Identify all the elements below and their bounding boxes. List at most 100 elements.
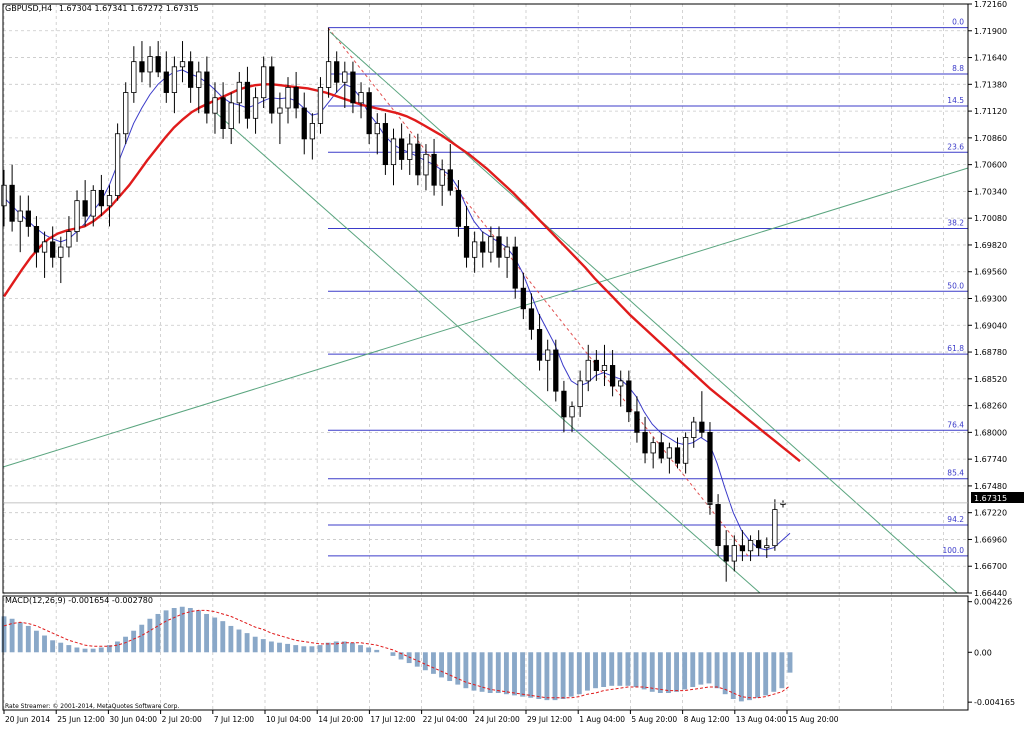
- x-tick-label: 30 Jun 04:00: [109, 715, 157, 724]
- candle-body: [106, 195, 113, 207]
- candle-body: [707, 431, 713, 505]
- fibo-level-label: 8.8: [952, 64, 964, 73]
- candle-body: [634, 411, 640, 433]
- channel-lower-line: [214, 111, 761, 594]
- x-tick-label: 13 Aug 04:00: [736, 715, 787, 724]
- candle-body: [285, 87, 291, 109]
- candle-body: [561, 390, 567, 418]
- x-tick-label: 22 Jul 04:00: [423, 715, 468, 724]
- candle-body: [447, 169, 453, 191]
- y-tick-label: 1.66440: [974, 589, 1007, 598]
- candle-body: [496, 236, 502, 258]
- candle-body: [204, 71, 210, 114]
- axes: 1.72160 1.71900 1.71640 1.71380 1.71120 1.708…: [2, 0, 1015, 724]
- y-tick-label: 1.67740: [974, 455, 1007, 464]
- x-tick-label: 24 Jul 20:00: [475, 715, 520, 724]
- candle-body: [398, 138, 405, 160]
- candle-body: [747, 540, 754, 552]
- x-tick-label: 5 Aug 20:00: [631, 715, 677, 724]
- y-tick-label: 1.66700: [974, 562, 1007, 571]
- candle-body: [171, 66, 178, 93]
- candles: [1, 27, 786, 582]
- candle-body: [261, 66, 267, 99]
- candle-body: [723, 545, 729, 562]
- candle-body: [488, 236, 494, 253]
- fibo-level-label: 23.6: [947, 142, 964, 151]
- candle-body: [674, 447, 681, 464]
- candle-body: [82, 200, 88, 217]
- candle-body: [601, 365, 608, 371]
- rising-trendline: [2, 167, 969, 468]
- candle-body: [545, 349, 551, 361]
- y-tick-label: 1.70860: [974, 134, 1007, 143]
- last-price-box: [971, 492, 1024, 503]
- y-tick-label: 1.67480: [974, 482, 1007, 491]
- candle-body: [682, 437, 689, 464]
- x-tick-label: 17 Jul 12:00: [370, 715, 415, 724]
- candle-body: [569, 406, 575, 418]
- candle-body: [658, 442, 664, 459]
- symbol-label: GBPUSD,H4: [5, 4, 52, 13]
- x-tick-label: 14 Jul 20:00: [318, 715, 363, 724]
- macd-pane-frame: [2, 595, 969, 711]
- moving-averages: [3, 69, 801, 551]
- fibo-diagonal: [327, 27, 749, 557]
- fibo-level-label: 14.5: [947, 96, 964, 105]
- x-tick-label: 20 Jun 2014: [5, 715, 50, 724]
- candle-body: [390, 138, 397, 166]
- candle-body: [650, 442, 656, 454]
- candle-body: [699, 421, 705, 433]
- candle-body: [764, 545, 770, 549]
- candle-body: [33, 226, 40, 253]
- x-tick-label: 10 Jul 04:00: [266, 715, 311, 724]
- candle-body: [666, 447, 673, 459]
- candle-body: [334, 61, 340, 83]
- ohlc-header: 1.67304 1.67341 1.67272 1.67315: [59, 4, 199, 13]
- y-tick-label: 1.66960: [974, 535, 1007, 544]
- candle-body: [739, 545, 746, 552]
- fibonacci-retracement[interactable]: 0.0 8.8 14.5 23.6 38.2 50.0 61.8 76.4 85.4 94.2 10…: [327, 18, 968, 557]
- candle-body: [317, 87, 324, 124]
- y-tick-label: 1.70080: [974, 214, 1007, 223]
- candle-body: [577, 380, 583, 408]
- candle-body: [309, 123, 315, 140]
- y-tick-label: 1.69820: [974, 241, 1007, 250]
- candle-body: [439, 169, 445, 186]
- candle-body: [269, 66, 275, 114]
- macd-y-tick-label: 0.004226: [974, 598, 1012, 607]
- candle-body: [342, 71, 348, 83]
- candle-body: [504, 246, 510, 258]
- x-tick-label: 15 Aug 20:00: [788, 715, 839, 724]
- fibo-level-label: 61.8: [947, 344, 964, 353]
- candle-body: [25, 210, 31, 227]
- candle-body: [382, 123, 389, 166]
- fibo-level-label: 85.4: [947, 469, 964, 478]
- y-tick-label: 1.70340: [974, 187, 1007, 196]
- candle-body: [431, 153, 437, 186]
- candle-body: [244, 81, 251, 119]
- candle-body: [236, 81, 242, 104]
- candle-body: [74, 200, 80, 232]
- candle-body: [407, 143, 413, 160]
- candle-body: [114, 133, 121, 196]
- y-tick-label: 1.71120: [974, 107, 1007, 116]
- trend-channel[interactable]: [2, 31, 969, 594]
- candle-body: [358, 92, 364, 104]
- candle-body: [131, 61, 137, 93]
- candle-body: [512, 246, 518, 289]
- candle-body: [9, 184, 15, 222]
- y-tick-label: 1.69560: [974, 268, 1007, 277]
- candle-body: [155, 56, 161, 73]
- candle-body: [66, 231, 72, 248]
- candle-body: [293, 87, 299, 109]
- candle-body: [252, 97, 259, 119]
- candle-body: [609, 365, 616, 387]
- candle-body: [536, 328, 543, 361]
- candle-body: [212, 97, 218, 114]
- candle-body: [593, 359, 599, 371]
- y-tick-label: 1.68780: [974, 348, 1007, 357]
- candle-body: [374, 123, 380, 135]
- candle-body: [188, 61, 194, 88]
- candle-body: [585, 359, 591, 382]
- macd-signal-line: [3, 609, 791, 699]
